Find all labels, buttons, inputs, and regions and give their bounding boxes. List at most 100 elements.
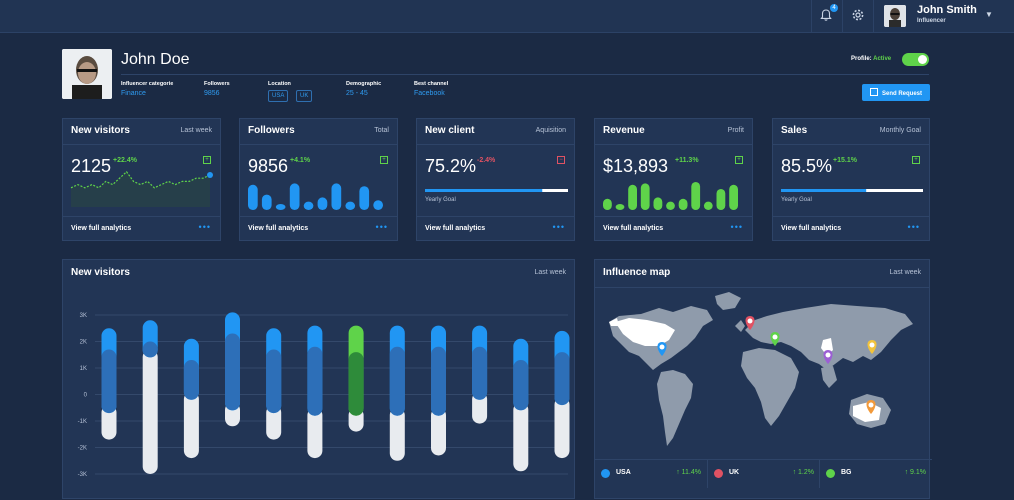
send-request-label: Send Request bbox=[881, 91, 922, 97]
panel-title: New visitors bbox=[71, 267, 130, 278]
view-analytics-link[interactable]: View full analytics bbox=[248, 225, 309, 232]
more-icon[interactable]: ••• bbox=[375, 222, 388, 232]
card-chart bbox=[603, 182, 738, 210]
plus-box-icon[interactable]: + bbox=[203, 156, 211, 164]
gear-icon[interactable] bbox=[850, 8, 866, 24]
card-value: $13,893 bbox=[603, 156, 669, 176]
view-analytics-link[interactable]: View full analytics bbox=[425, 225, 486, 232]
card-chart bbox=[425, 189, 568, 192]
profile-name: John Doe bbox=[121, 51, 190, 68]
card-subtitle[interactable]: Last week bbox=[180, 127, 212, 134]
divider bbox=[121, 74, 929, 75]
card-change: -2.4% bbox=[477, 157, 496, 164]
notification-badge: 4 bbox=[830, 4, 838, 12]
card-value: 2125 bbox=[71, 156, 112, 176]
view-analytics-link[interactable]: View full analytics bbox=[71, 225, 132, 232]
country-change: ↑ 11.4% bbox=[676, 469, 701, 476]
mini-bar bbox=[653, 197, 663, 210]
divider bbox=[773, 216, 929, 217]
japan-pin-icon[interactable] bbox=[867, 340, 877, 354]
country-dot-icon bbox=[714, 469, 723, 478]
card-title: Revenue bbox=[603, 125, 645, 136]
divider bbox=[842, 0, 843, 32]
bar-negative bbox=[101, 405, 117, 440]
view-analytics-link[interactable]: View full analytics bbox=[781, 225, 842, 232]
divider bbox=[873, 0, 874, 32]
avatar[interactable] bbox=[884, 5, 906, 27]
world-map[interactable] bbox=[595, 260, 931, 460]
y-tick-label: 2K bbox=[80, 340, 87, 346]
mini-bar bbox=[691, 182, 701, 210]
panel-subtitle[interactable]: Last week bbox=[889, 269, 921, 276]
bar-negative bbox=[307, 407, 323, 459]
field-value[interactable]: 9856 bbox=[204, 90, 220, 97]
plus-box-icon[interactable]: + bbox=[380, 156, 388, 164]
mini-bar bbox=[248, 184, 258, 210]
country-name: UK bbox=[729, 469, 740, 476]
user-name[interactable]: John Smith bbox=[917, 4, 977, 16]
field-value[interactable]: Finance bbox=[121, 90, 146, 97]
more-icon[interactable]: ••• bbox=[552, 222, 565, 232]
field-label: Influencer categorie bbox=[121, 81, 174, 87]
card-chart bbox=[70, 170, 213, 207]
line-area bbox=[71, 171, 210, 207]
field-value[interactable]: 25 - 45 bbox=[346, 90, 368, 97]
kpi-card: Followers Total 9856 +4.1% + View full a… bbox=[239, 118, 398, 241]
divider bbox=[417, 216, 574, 217]
mini-bar bbox=[703, 201, 713, 210]
bar-negative bbox=[431, 407, 446, 456]
influence-map-panel: Influence map Last week USA ↑ 11.4% UK ↑… bbox=[594, 259, 932, 499]
chevron-down-icon[interactable]: ▼ bbox=[985, 10, 993, 19]
country-name: BG bbox=[841, 469, 852, 476]
card-change: +22.4% bbox=[113, 157, 137, 164]
card-subtitle[interactable]: Profit bbox=[727, 127, 744, 134]
uk-pin-icon[interactable] bbox=[745, 316, 755, 330]
trend-point bbox=[207, 172, 213, 178]
plus-box-icon[interactable]: + bbox=[912, 156, 920, 164]
map-legend-item[interactable]: USA ↑ 11.4% bbox=[595, 459, 707, 488]
mini-bar bbox=[345, 201, 356, 210]
minus-box-icon[interactable]: − bbox=[557, 156, 565, 164]
y-tick-label: -1K bbox=[78, 419, 87, 425]
y-tick-label: 3K bbox=[80, 313, 87, 319]
panel-subtitle[interactable]: Last week bbox=[534, 269, 566, 276]
card-subtitle[interactable]: Aquisition bbox=[535, 127, 566, 134]
divider bbox=[63, 216, 220, 217]
country-change: ↑ 9.1% bbox=[904, 469, 926, 476]
map-legend-item[interactable]: BG ↑ 9.1% bbox=[819, 459, 932, 488]
mini-bar bbox=[289, 183, 300, 210]
europe-pin-icon[interactable] bbox=[770, 332, 780, 346]
location-chip[interactable]: UK bbox=[296, 90, 313, 102]
more-icon[interactable]: ••• bbox=[198, 222, 211, 232]
mini-bar bbox=[615, 204, 625, 210]
kpi-card: New client Aquisition 75.2% -2.4% − View… bbox=[416, 118, 575, 241]
location-chip[interactable]: USA bbox=[268, 90, 289, 102]
bar-positive-inner bbox=[142, 341, 158, 358]
card-subtitle[interactable]: Total bbox=[374, 127, 389, 134]
card-subtitle[interactable]: Monthly Goal bbox=[879, 127, 921, 134]
country-name: USA bbox=[616, 469, 631, 476]
map-legend-item[interactable]: UK ↑ 1.2% bbox=[707, 459, 820, 488]
bar-negative bbox=[389, 407, 405, 461]
divider bbox=[811, 0, 812, 32]
more-icon[interactable]: ••• bbox=[730, 222, 743, 232]
australia-pin-icon[interactable] bbox=[866, 400, 876, 414]
bell-icon[interactable] bbox=[818, 8, 834, 24]
field-label: Followers bbox=[204, 81, 230, 87]
send-request-button[interactable]: Send Request bbox=[862, 84, 930, 101]
view-analytics-link[interactable]: View full analytics bbox=[603, 225, 664, 232]
divider bbox=[595, 287, 929, 288]
mini-bar bbox=[603, 198, 612, 210]
plus-box-icon[interactable]: + bbox=[735, 156, 743, 164]
usa-pin-icon[interactable] bbox=[657, 342, 667, 356]
profile-active-toggle[interactable] bbox=[902, 53, 929, 66]
card-change: +4.1% bbox=[290, 157, 311, 164]
more-icon[interactable]: ••• bbox=[907, 222, 920, 232]
india-pin-icon[interactable] bbox=[823, 350, 833, 364]
field-label: Best channel bbox=[414, 81, 449, 87]
mini-bar bbox=[640, 183, 650, 210]
mini-bar bbox=[261, 194, 272, 210]
progress-label: Yearly Goal bbox=[425, 197, 456, 203]
field-value[interactable]: Facebook bbox=[414, 90, 445, 97]
card-value: 75.2% bbox=[425, 156, 477, 176]
